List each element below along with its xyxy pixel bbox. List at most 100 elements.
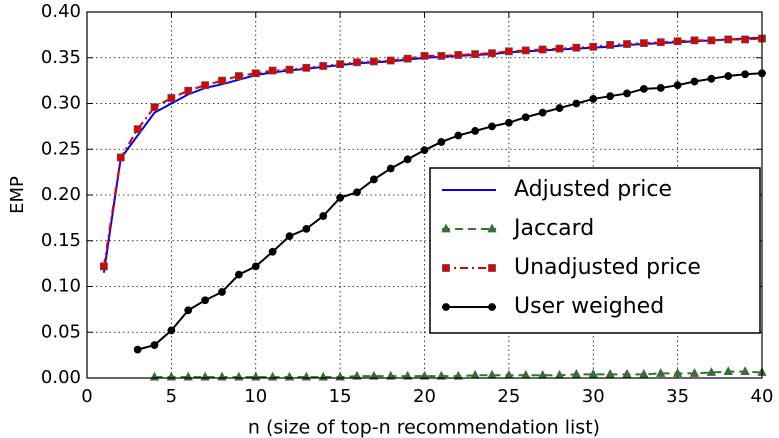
- marker: [471, 50, 480, 58]
- marker: [336, 60, 345, 69]
- marker: [521, 113, 530, 122]
- marker: [707, 74, 716, 83]
- y-tick-label: 0.10: [41, 276, 81, 297]
- marker: [251, 69, 260, 78]
- marker: [538, 108, 547, 117]
- marker: [218, 288, 226, 296]
- x-tick-label: 0: [81, 386, 92, 407]
- marker: [437, 52, 446, 60]
- y-tick-label: 0.25: [41, 138, 81, 159]
- marker: [521, 46, 530, 55]
- marker: [302, 224, 311, 233]
- marker: [319, 212, 328, 220]
- marker: [724, 72, 733, 80]
- marker: [673, 37, 682, 46]
- marker: [588, 368, 598, 378]
- marker: [741, 70, 750, 79]
- series-line: [102, 37, 763, 267]
- marker: [403, 54, 412, 63]
- x-tick-label: 40: [751, 386, 774, 407]
- marker: [488, 303, 496, 311]
- marker: [386, 370, 396, 380]
- marker: [571, 368, 582, 378]
- marker: [442, 303, 450, 311]
- x-tick-label: 35: [666, 386, 689, 407]
- marker: [442, 264, 450, 272]
- marker: [116, 153, 125, 162]
- legend-label: Unadjusted price: [514, 255, 701, 280]
- marker: [504, 118, 513, 127]
- marker: [369, 175, 378, 184]
- marker: [302, 63, 311, 72]
- marker: [285, 65, 294, 74]
- y-tick-label: 0.15: [41, 230, 81, 251]
- marker: [167, 94, 176, 102]
- marker: [707, 36, 716, 45]
- marker: [386, 56, 395, 65]
- marker: [420, 146, 429, 155]
- marker: [589, 95, 598, 103]
- marker: [251, 262, 260, 271]
- marker: [184, 86, 193, 95]
- x-tick-label: 30: [582, 386, 605, 407]
- marker: [454, 131, 463, 140]
- marker: [369, 370, 379, 380]
- x-tick-label: 15: [329, 386, 352, 407]
- marker: [234, 270, 243, 279]
- marker: [285, 232, 294, 241]
- legend-box: [429, 167, 761, 334]
- marker: [622, 368, 632, 378]
- marker: [386, 164, 395, 173]
- marker: [639, 368, 649, 378]
- y-tick-label: 0.20: [41, 184, 81, 205]
- marker: [201, 296, 210, 305]
- marker: [488, 264, 496, 272]
- x-tick-label: 5: [166, 386, 177, 407]
- marker: [471, 127, 480, 135]
- marker: [623, 40, 631, 48]
- marker: [724, 35, 733, 44]
- marker: [538, 45, 547, 54]
- marker: [167, 326, 176, 335]
- marker: [572, 43, 581, 52]
- marker: [488, 122, 496, 131]
- x-tick-label: 10: [244, 386, 267, 407]
- marker: [184, 306, 193, 315]
- marker: [656, 84, 665, 92]
- marker: [369, 57, 378, 66]
- marker: [453, 370, 463, 380]
- marker: [454, 51, 463, 59]
- marker: [572, 99, 581, 108]
- marker: [690, 36, 699, 45]
- marker: [403, 155, 412, 164]
- marker: [690, 77, 699, 86]
- y-tick-label: 0.35: [41, 47, 81, 68]
- marker: [656, 368, 666, 377]
- marker: [555, 104, 564, 112]
- x-axis-label: n (size of top-n recommendation list): [248, 417, 600, 438]
- series-line: [102, 36, 763, 273]
- marker: [504, 47, 513, 56]
- marker: [352, 370, 362, 380]
- marker: [336, 193, 345, 202]
- marker: [353, 58, 361, 67]
- marker: [420, 52, 429, 60]
- marker: [723, 366, 733, 375]
- marker: [555, 44, 564, 53]
- marker: [150, 103, 159, 112]
- y-tick-label: 0.00: [41, 367, 81, 388]
- marker: [268, 247, 277, 256]
- y-tick-label: 0.40: [41, 1, 81, 22]
- marker: [639, 84, 648, 93]
- marker: [201, 81, 210, 90]
- marker: [353, 188, 361, 197]
- marker: [436, 370, 447, 380]
- x-tick-label: 20: [413, 386, 436, 407]
- marker: [706, 367, 717, 376]
- marker: [740, 366, 750, 375]
- marker: [639, 39, 648, 48]
- marker: [437, 138, 446, 146]
- marker: [605, 368, 615, 378]
- x-tick-label: 25: [497, 386, 520, 407]
